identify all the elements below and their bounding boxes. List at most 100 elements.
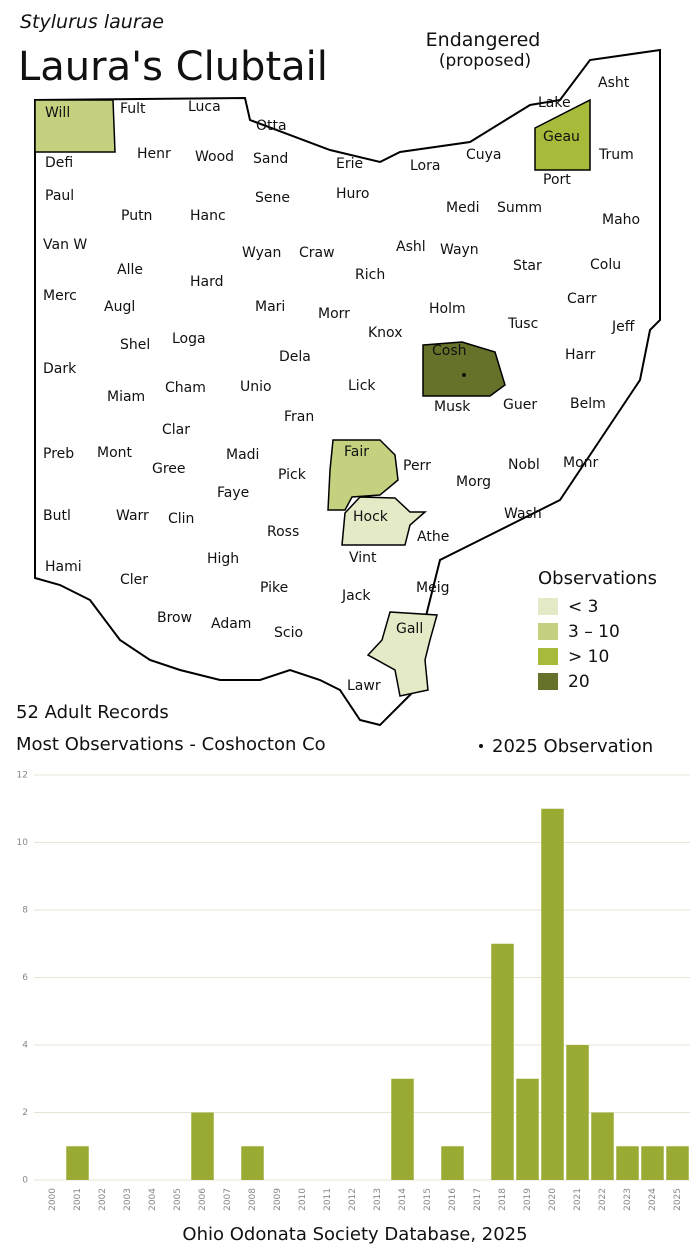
county-label: Gall xyxy=(396,621,423,637)
species: Stylurus laurae xyxy=(20,11,164,33)
county-label: Tusc xyxy=(507,316,538,332)
y-tick-label: 12 xyxy=(17,771,28,781)
county-label: Putn xyxy=(121,208,152,224)
county-label: Fair xyxy=(344,444,369,460)
county-label: Fult xyxy=(120,101,146,117)
x-tick-label: 2017 xyxy=(473,1188,483,1211)
x-tick-label: 2024 xyxy=(648,1188,658,1211)
county-label: Scio xyxy=(274,625,303,641)
x-tick-label: 2013 xyxy=(373,1188,383,1211)
county-label: Pike xyxy=(260,580,288,596)
county-label: Pick xyxy=(278,467,307,483)
bar xyxy=(666,1146,689,1180)
x-tick-label: 2003 xyxy=(123,1188,133,1211)
county-label: Hami xyxy=(45,559,82,575)
county-label: Dela xyxy=(279,349,311,365)
county-label: Wayn xyxy=(440,242,479,258)
county-shade xyxy=(422,341,506,397)
x-tick-label: 2025 xyxy=(673,1188,683,1211)
county-label: Lawr xyxy=(347,678,381,694)
legend-swatch xyxy=(538,673,558,690)
county-label: Butl xyxy=(43,508,71,524)
x-tick-label: 2018 xyxy=(498,1188,508,1211)
county-label: Knox xyxy=(368,325,402,341)
county-label: Erie xyxy=(336,156,363,172)
county-label: Clin xyxy=(168,511,194,527)
bar xyxy=(566,1045,589,1180)
county-label: Ross xyxy=(267,524,299,540)
county-label: Asht xyxy=(598,75,630,91)
county-label: Mari xyxy=(255,299,285,315)
county-shade xyxy=(34,99,116,153)
x-tick-label: 2004 xyxy=(148,1188,158,1211)
x-tick-label: 2015 xyxy=(423,1188,433,1211)
bar xyxy=(591,1112,614,1180)
county-label: Cham xyxy=(165,380,206,396)
y-tick-label: 10 xyxy=(17,838,29,848)
x-tick-label: 2005 xyxy=(173,1188,183,1211)
records: 52 Adult Records xyxy=(16,702,169,723)
county-label: Henr xyxy=(137,146,171,162)
x-tick-label: 2006 xyxy=(198,1188,208,1211)
county-label: Unio xyxy=(240,379,272,395)
most-observations: Most Observations - Coshocton Co xyxy=(16,734,326,755)
legend-label: > 10 xyxy=(568,647,609,667)
bar xyxy=(541,808,564,1180)
bar xyxy=(391,1078,414,1180)
county-label: Will xyxy=(45,105,70,121)
county-label: Miam xyxy=(107,389,145,405)
county-label: Trum xyxy=(598,147,634,163)
county-label: Cler xyxy=(120,572,148,588)
county-label: Brow xyxy=(157,610,192,626)
county-label: Cosh xyxy=(432,343,467,359)
y-tick-label: 2 xyxy=(22,1108,28,1118)
county-label: Perr xyxy=(403,458,431,474)
county-label: Port xyxy=(543,172,571,188)
county-label: Ashl xyxy=(396,239,426,255)
county-label: Maho xyxy=(602,212,640,228)
legend-swatch xyxy=(538,623,558,640)
county-label: Defi xyxy=(45,155,73,171)
x-tick-label: 2011 xyxy=(323,1188,333,1211)
county-label: Carr xyxy=(567,291,597,307)
county-label: Summ xyxy=(497,200,542,216)
marker-legend: 2025 Observation xyxy=(492,736,653,757)
county-label: Monr xyxy=(563,455,599,471)
county-label: Medi xyxy=(446,200,479,216)
x-tick-label: 2002 xyxy=(98,1188,108,1211)
ohio-outline xyxy=(34,48,661,727)
county-label: Faye xyxy=(217,485,249,501)
county-label: Jeff xyxy=(611,319,635,335)
county-label: Wyan xyxy=(242,245,281,261)
bar xyxy=(441,1146,464,1180)
status-note: (proposed) xyxy=(439,51,531,71)
county-label: Star xyxy=(513,258,542,274)
legend-label: 3 – 10 xyxy=(568,622,620,642)
county-label: Wood xyxy=(195,149,234,165)
county-label: Lake xyxy=(538,95,571,111)
x-tick-label: 2008 xyxy=(248,1188,258,1211)
x-tick-label: 2009 xyxy=(273,1188,283,1211)
county-label: Madi xyxy=(226,447,259,463)
county-label: Adam xyxy=(211,616,251,632)
county-label: Warr xyxy=(116,508,149,524)
county-label: Dark xyxy=(43,361,77,377)
x-tick-label: 2000 xyxy=(48,1188,58,1211)
bar xyxy=(491,943,514,1180)
county-label: Fran xyxy=(284,409,314,425)
county-label: Rich xyxy=(355,267,385,283)
county-label: Morr xyxy=(318,306,350,322)
county-shade xyxy=(534,98,591,171)
title: Laura's Clubtail xyxy=(18,44,328,90)
legend-swatch xyxy=(538,648,558,665)
county-label: Belm xyxy=(570,396,606,412)
x-tick-label: 2014 xyxy=(398,1188,408,1211)
county-label: Musk xyxy=(434,399,471,415)
y-tick-label: 4 xyxy=(22,1041,28,1051)
county-label: Cuya xyxy=(466,147,502,163)
x-tick-label: 2023 xyxy=(623,1188,633,1211)
x-tick-label: 2007 xyxy=(223,1188,233,1211)
county-label: Athe xyxy=(417,529,449,545)
county-label: Paul xyxy=(45,188,74,204)
